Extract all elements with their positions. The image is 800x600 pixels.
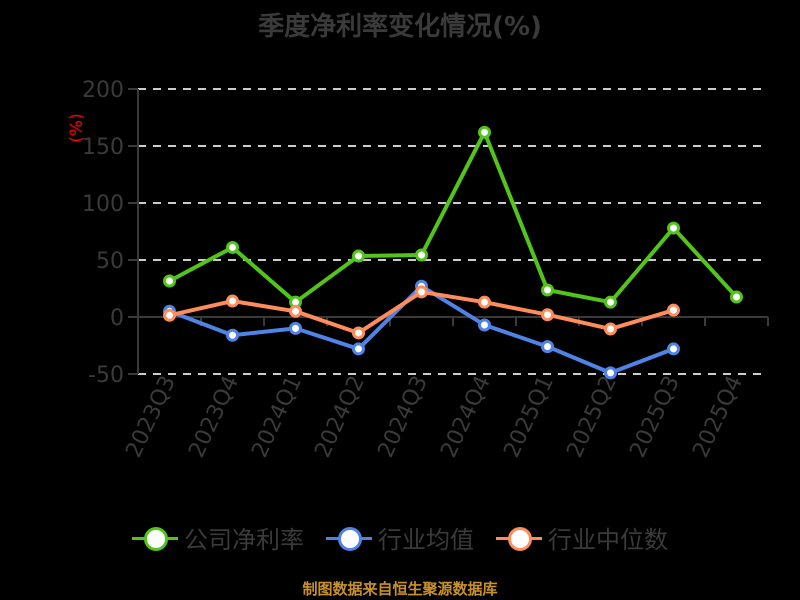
svg-text:100: 100 [82,192,124,217]
series-2 [163,285,680,340]
y-axis: 200 150 100 50 0 -50 [82,78,139,388]
line-marker-icon [326,524,372,552]
legend-label: 行业中位数 [548,526,668,554]
svg-text:-50: -50 [88,363,124,388]
line-marker-icon [132,524,178,552]
legend-label: 公司净利率 [184,526,304,554]
line-marker-icon [496,524,542,552]
legend-item-industry-median[interactable]: 行业中位数 [496,520,668,555]
legend-item-company-net-margin[interactable]: 公司净利率 [132,520,304,555]
svg-text:50: 50 [96,249,124,274]
legend-item-industry-average[interactable]: 行业均值 [326,520,474,555]
legend: 公司净利率 行业均值 行业中位数 [0,520,800,555]
svg-text:2024Q4: 2024Q4 [436,372,496,462]
chart-title: 季度净利率变化情况(%) [258,12,542,42]
svg-text:2024Q2: 2024Q2 [310,372,370,462]
series-0 [163,125,743,309]
svg-text:2023Q3: 2023Q3 [121,372,181,462]
svg-text:2025Q4: 2025Q4 [688,372,748,462]
svg-text:200: 200 [82,78,124,103]
svg-text:150: 150 [82,135,124,160]
svg-text:2024Q3: 2024Q3 [373,372,433,462]
svg-text:2024Q1: 2024Q1 [247,372,307,462]
data-source-note: 制图数据来自恒生聚源数据库 [302,580,498,598]
svg-text:2025Q3: 2025Q3 [625,372,685,462]
x-axis: 2023Q3 2023Q4 2024Q1 2024Q2 2024Q3 2024Q4 2025… [121,316,769,462]
svg-text:2025Q1: 2025Q1 [499,372,559,462]
svg-text:2023Q4: 2023Q4 [184,372,244,462]
series-lines [163,125,743,380]
grid-lines [138,88,768,375]
svg-text:2025Q2: 2025Q2 [562,372,622,462]
y-axis-unit: (%) [67,113,87,142]
svg-text:0: 0 [110,306,124,331]
legend-label: 行业均值 [378,526,474,554]
